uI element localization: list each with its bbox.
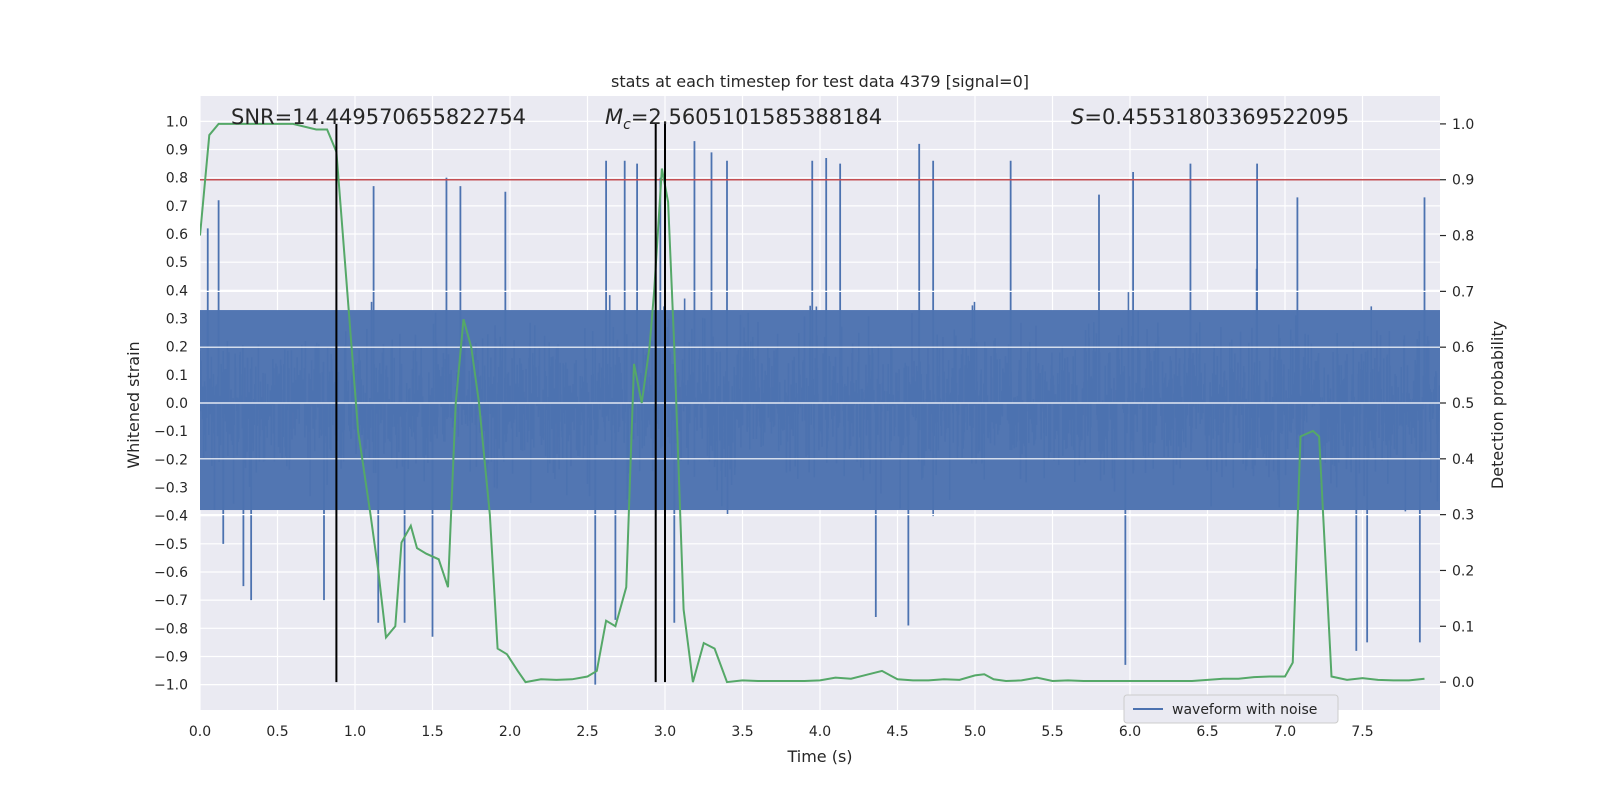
- chart-title: stats at each timestep for test data 437…: [611, 72, 1029, 91]
- waveform-series: [200, 141, 1440, 685]
- y-tick-label: −0.6: [154, 565, 188, 581]
- y-tick-label: 0.9: [166, 143, 188, 159]
- y-axis-ticks: 1.0 0.9 0.8 0.7 0.6 0.5 0.4 0.3 0.2 0.1 0.0 −0.1 −0.…: [154, 114, 188, 693]
- x-tick-label: 3.5: [731, 724, 753, 740]
- x-tick-label: 4.0: [809, 724, 831, 740]
- y2-tick-label: 0.4: [1452, 452, 1474, 468]
- vertical-markers: [335, 123, 666, 683]
- y2-tick-label: 0.6: [1452, 340, 1474, 356]
- y2-tick-label: 0.0: [1452, 675, 1474, 691]
- chirp-mass-subscript: c: [623, 117, 631, 133]
- probability-line: [200, 122, 1425, 684]
- y2-axis-ticks: 1.0 0.9 0.8 0.7 0.6 0.5 0.4 0.3 0.2 0.1 0.0: [1440, 117, 1474, 691]
- y-tick-label: 0.8: [166, 171, 188, 187]
- x-tick-label: 6.5: [1196, 724, 1218, 740]
- snr-annotation: SNR=14.449570655822754: [231, 105, 526, 129]
- y-tick-label: 0.0: [166, 396, 188, 412]
- y-tick-label: −0.3: [154, 480, 188, 496]
- x-tick-label: 3.0: [654, 724, 676, 740]
- y2-tick-label: 0.7: [1452, 284, 1474, 300]
- chirp-mass-symbol: M: [605, 105, 623, 129]
- y2-tick-label: 0.8: [1452, 229, 1474, 245]
- legend: waveform with noise: [1123, 694, 1339, 724]
- y-tick-label: 0.4: [166, 283, 188, 299]
- x-axis-ticks: 0.0 0.5 1.0 1.5 2.0 2.5 3.0 3.5 4.0 4.5 5.0 5.5 6.0 6…: [189, 724, 1374, 740]
- x-tick-label: 5.5: [1041, 724, 1063, 740]
- chirp-mass-annotation: Mc=2.5605101585388184: [605, 105, 882, 133]
- s-symbol: S: [1071, 105, 1084, 129]
- x-tick-label: 2.5: [576, 724, 598, 740]
- y-tick-label: −0.7: [154, 593, 188, 609]
- x-tick-label: 6.0: [1119, 724, 1141, 740]
- y-tick-label: 0.3: [166, 312, 188, 328]
- chirp-mass-value: =2.5605101585388184: [631, 105, 882, 129]
- s-annotation: S=0.45531803369522095: [1071, 105, 1349, 129]
- y-tick-label: −0.9: [154, 649, 188, 665]
- y2-tick-label: 0.2: [1452, 563, 1474, 579]
- y2-tick-label: 0.1: [1452, 619, 1474, 635]
- y-tick-label: −0.2: [154, 452, 188, 468]
- y-tick-label: 0.6: [166, 227, 188, 243]
- s-value: =0.45531803369522095: [1084, 105, 1349, 129]
- y-tick-label: −0.4: [154, 509, 188, 525]
- y2-axis-label: Detection probability: [1488, 321, 1507, 489]
- waveform-dense-band: [200, 310, 1440, 511]
- y2-tick-label: 0.5: [1452, 396, 1474, 412]
- y2-tick-label: 0.3: [1452, 508, 1474, 524]
- y2-tick-label: 1.0: [1452, 117, 1474, 133]
- y2-tick-label: 0.9: [1452, 173, 1474, 189]
- x-axis-label: Time (s): [786, 747, 852, 766]
- x-tick-label: 0.0: [189, 724, 211, 740]
- y-tick-label: −0.8: [154, 621, 188, 637]
- y-tick-label: 0.7: [166, 199, 188, 215]
- y-tick-label: 1.0: [166, 114, 188, 130]
- right-axis-grid-lines: [200, 290, 1440, 516]
- x-tick-label: 1.0: [344, 724, 366, 740]
- x-tick-label: 2.0: [499, 724, 521, 740]
- y-tick-label: 0.5: [166, 255, 188, 271]
- y-tick-label: −0.5: [154, 537, 188, 553]
- y-tick-label: −1.0: [154, 678, 188, 694]
- x-tick-label: 0.5: [266, 724, 288, 740]
- y-tick-label: 0.2: [166, 340, 188, 356]
- x-tick-label: 7.0: [1274, 724, 1296, 740]
- y-axis-label: Whitened strain: [124, 341, 143, 468]
- y-tick-label: 0.1: [166, 368, 188, 384]
- x-tick-label: 5.0: [964, 724, 986, 740]
- x-tick-label: 4.5: [886, 724, 908, 740]
- legend-box: [1123, 694, 1339, 724]
- y-tick-label: −0.1: [154, 424, 188, 440]
- x-tick-label: 7.5: [1351, 724, 1373, 740]
- x-tick-label: 1.5: [421, 724, 443, 740]
- legend-label: waveform with noise: [1172, 702, 1317, 718]
- probability-series: [200, 122, 1425, 684]
